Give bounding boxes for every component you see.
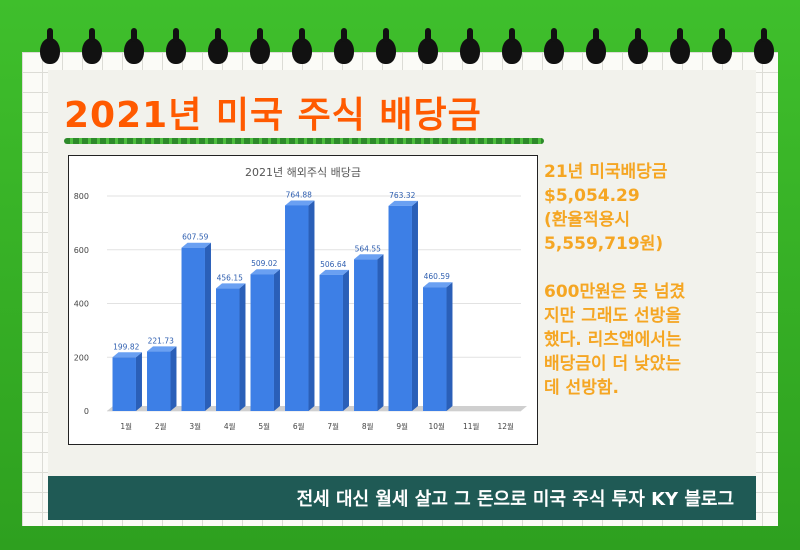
bar [388,205,412,411]
bar-value-label: 199.82 [113,342,139,351]
y-tick-label: 400 [74,300,89,309]
bar-side [446,282,453,411]
bar-value-label: 221.73 [148,336,174,345]
spiral-ring [292,28,312,64]
spiral-ring [670,28,690,64]
y-tick-label: 200 [74,353,89,362]
bar-side [342,269,349,411]
spiral-ring [460,28,480,64]
bar-side [135,352,142,411]
x-tick-label: 10월 [429,421,446,431]
bar-top [250,269,280,275]
spiral-ring [586,28,606,64]
chart-floor [107,406,527,411]
spiral-ring [712,28,732,64]
side-notes: 21년 미국배당금 $5,054.29 (환율적용시 5,559,719원) 6… [544,160,744,400]
bar [216,288,240,411]
bar-chart-svg: 2021년 해외주식 배당금 0 200 400 600 800 199.82 1월 221.7… [74,165,527,431]
bar-side [170,346,177,411]
bar [250,274,274,411]
banner-text: 전세 대신 월세 살고 그 돈으로 미국 주식 투자 KY 블로그 [296,489,734,510]
dividend-chart: 2021년 해외주식 배당금 0 200 400 600 800 199.82 1월 221.7… [68,155,538,445]
bar-value-label: 506.64 [320,260,346,269]
spiral-ring [502,28,522,64]
bar [285,205,309,411]
bar-side [411,200,418,411]
bar-value-label: 460.59 [424,272,450,281]
y-tick-label: 800 [74,192,89,201]
spiral-ring [544,28,564,64]
x-tick-label: 7월 [327,421,339,431]
bar-side [308,200,315,411]
bar-top [423,282,453,288]
bar [354,259,378,411]
bar-side [273,269,280,411]
spiral-rings [0,28,800,68]
x-tick-label: 4월 [224,421,236,431]
x-tick-label: 2월 [155,421,167,431]
spiral-ring [208,28,228,64]
x-tick-label: 12월 [498,421,515,431]
bar-side [204,242,211,411]
bar-value-label: 509.02 [251,259,277,268]
bar [112,357,136,411]
bar-side [239,283,246,411]
chart-title: 2021년 해외주식 배당금 [245,165,361,179]
bar-top [354,254,384,260]
bar-side [377,254,384,411]
title-underline [64,138,544,144]
bar-value-label: 564.55 [355,244,381,253]
bar-top [147,346,177,352]
page-title: 2021년 미국 주식 배당금 [64,95,482,136]
x-tick-label: 11월 [463,421,480,431]
bar [319,274,343,411]
dividend-summary: 21년 미국배당금 $5,054.29 (환율적용시 5,559,719원) [544,162,668,254]
bar [423,287,447,411]
x-tick-label: 9월 [396,421,408,431]
x-tick-label: 6월 [293,421,305,431]
bar-value-label: 764.88 [286,190,312,199]
blog-banner: 전세 대신 월세 살고 그 돈으로 미국 주식 투자 KY 블로그 [48,476,756,520]
y-tick-label: 0 [84,407,89,416]
spiral-ring [82,28,102,64]
bar-top [319,269,349,275]
spiral-ring [334,28,354,64]
bar-top [181,242,211,248]
spiral-ring [124,28,144,64]
spiral-ring [166,28,186,64]
bar-top [388,200,418,206]
spiral-ring [40,28,60,64]
x-tick-label: 8월 [362,421,374,431]
bar-value-label: 607.59 [182,233,208,242]
spiral-ring [628,28,648,64]
bar-top [216,283,246,289]
bar-top [112,352,142,358]
y-tick-label: 600 [74,246,89,255]
spiral-ring [376,28,396,64]
x-tick-label: 3월 [189,421,201,431]
dividend-note: 600만원은 못 넘겼 지만 그래도 선방을 했다. 리츠앱에서는 배당금이 더… [544,282,686,398]
bar [147,351,171,411]
bar-top [285,200,315,206]
spiral-ring [418,28,438,64]
spiral-ring [250,28,270,64]
x-tick-label: 5월 [258,421,270,431]
bar-value-label: 456.15 [217,273,243,282]
spiral-ring [754,28,774,64]
bar-value-label: 763.32 [389,191,415,200]
x-tick-label: 1월 [120,421,132,431]
bar [181,247,205,411]
